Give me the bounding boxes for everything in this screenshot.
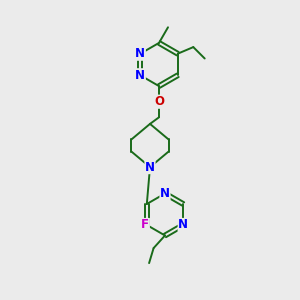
Text: N: N [178,218,188,232]
Text: N: N [160,187,170,200]
Text: O: O [154,95,164,108]
Text: N: N [135,47,145,60]
Text: N: N [145,160,155,174]
Text: N: N [135,69,145,82]
Text: F: F [141,218,149,232]
